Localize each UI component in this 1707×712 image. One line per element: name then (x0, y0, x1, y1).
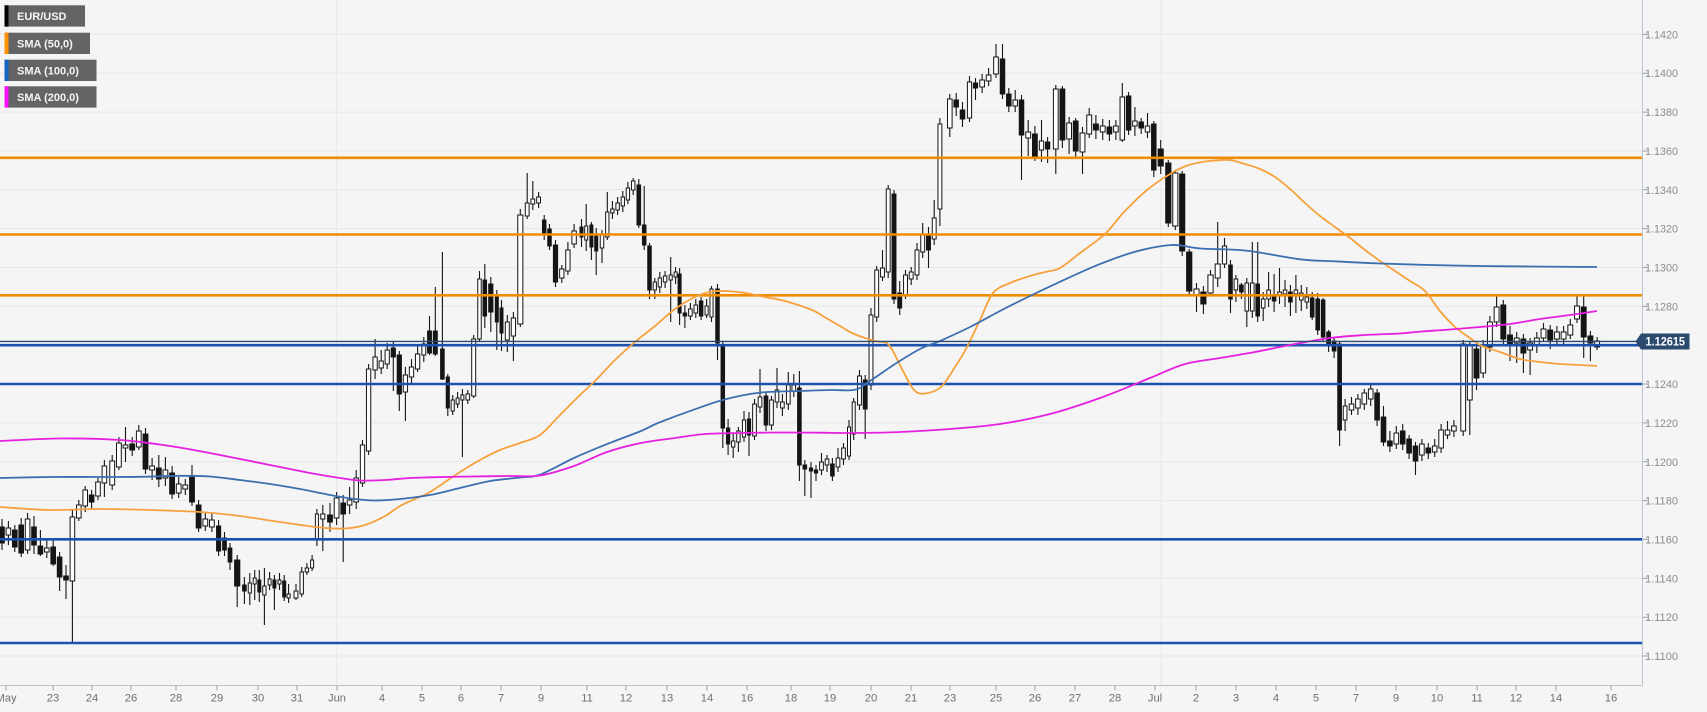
svg-text:EUR/USD: EUR/USD (17, 11, 67, 23)
svg-text:29: 29 (211, 692, 223, 704)
svg-text:1.1100: 1.1100 (1645, 651, 1678, 663)
svg-text:14: 14 (701, 692, 713, 704)
svg-text:9: 9 (1393, 692, 1399, 704)
svg-text:May: May (0, 692, 17, 704)
svg-text:1.12615: 1.12615 (1646, 337, 1686, 349)
svg-text:4: 4 (1273, 692, 1279, 704)
svg-text:Jul: Jul (1148, 692, 1162, 704)
svg-text:SMA (200,0): SMA (200,0) (17, 92, 79, 104)
svg-text:1.1220: 1.1220 (1645, 418, 1678, 430)
svg-text:10: 10 (1431, 692, 1443, 704)
svg-text:27: 27 (1069, 692, 1081, 704)
svg-text:14: 14 (1550, 692, 1562, 704)
svg-text:SMA (50,0): SMA (50,0) (17, 39, 73, 51)
svg-text:1.1140: 1.1140 (1645, 573, 1678, 585)
svg-text:3: 3 (1233, 692, 1239, 704)
svg-text:1.1340: 1.1340 (1645, 185, 1678, 197)
svg-text:1.1120: 1.1120 (1645, 612, 1678, 624)
svg-text:12: 12 (620, 692, 632, 704)
svg-text:23: 23 (944, 692, 956, 704)
svg-text:16: 16 (741, 692, 753, 704)
svg-text:1.1380: 1.1380 (1645, 107, 1678, 119)
svg-text:2: 2 (1193, 692, 1199, 704)
svg-text:28: 28 (1109, 692, 1121, 704)
svg-text:20: 20 (865, 692, 877, 704)
svg-text:18: 18 (785, 692, 797, 704)
svg-text:1.1280: 1.1280 (1645, 301, 1678, 313)
svg-text:11: 11 (581, 692, 593, 704)
svg-text:23: 23 (47, 692, 59, 704)
svg-text:5: 5 (1313, 692, 1319, 704)
svg-text:12: 12 (1510, 692, 1522, 704)
svg-text:16: 16 (1605, 692, 1617, 704)
svg-text:Jun: Jun (328, 692, 346, 704)
svg-text:1.1400: 1.1400 (1645, 68, 1678, 80)
svg-text:7: 7 (498, 692, 504, 704)
svg-text:9: 9 (538, 692, 544, 704)
svg-text:24: 24 (86, 692, 98, 704)
svg-text:5: 5 (419, 692, 425, 704)
svg-text:19: 19 (824, 692, 836, 704)
svg-text:1.1420: 1.1420 (1645, 29, 1678, 41)
svg-text:1.1320: 1.1320 (1645, 224, 1678, 236)
svg-text:7: 7 (1353, 692, 1359, 704)
svg-text:6: 6 (458, 692, 464, 704)
svg-text:26: 26 (125, 692, 137, 704)
svg-text:1.1200: 1.1200 (1645, 457, 1678, 469)
svg-text:30: 30 (252, 692, 264, 704)
svg-text:1.1240: 1.1240 (1645, 379, 1678, 391)
svg-text:1.1180: 1.1180 (1645, 496, 1678, 508)
svg-text:21: 21 (905, 692, 917, 704)
svg-text:1.1300: 1.1300 (1645, 263, 1678, 275)
svg-text:26: 26 (1029, 692, 1041, 704)
svg-text:1.1360: 1.1360 (1645, 146, 1678, 158)
svg-text:13: 13 (661, 692, 673, 704)
svg-text:4: 4 (379, 692, 385, 704)
svg-text:SMA (100,0): SMA (100,0) (17, 66, 79, 78)
svg-text:31: 31 (291, 692, 303, 704)
svg-text:11: 11 (1471, 692, 1483, 704)
svg-text:28: 28 (170, 692, 182, 704)
svg-text:1.1160: 1.1160 (1645, 534, 1678, 546)
svg-text:25: 25 (990, 692, 1002, 704)
